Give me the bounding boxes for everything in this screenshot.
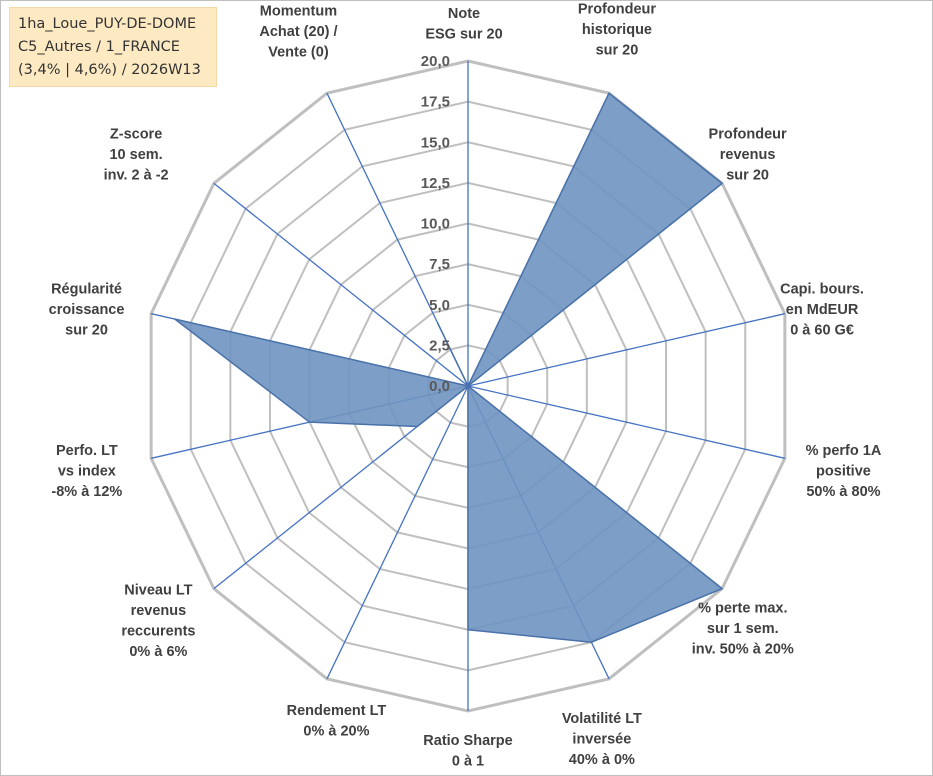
axis-label-13-line-2: Vente (0) [268,44,329,60]
axis-label-9: Niveau LT revenus reccurents 0% à 6% [121,583,195,661]
axis-label-3-line-2: 0 à 60 G€ [790,323,854,339]
axis-label-12-line-0: Z-score [110,126,162,142]
axis-spoke-8 [326,385,469,680]
info-line-3: (3,4% | 4,6%) / 2026W13 [18,62,201,78]
tick-label-0: 0,0 [429,378,450,395]
axis-label-3-line-0: Capi. bours. [780,282,864,298]
axis-label-10-line-2: -8% à 12% [51,484,122,500]
axis-label-5-line-2: inv. 50% à 20% [692,641,794,657]
axis-label-0: Note ESG sur 20 [425,6,502,43]
axis-label-1-line-0: Profondeur [578,1,656,17]
tick-label-5: 12,5 [421,175,450,192]
axis-label-13-line-0: Momentum [260,3,337,19]
tick-label-3: 7,5 [429,256,450,273]
axis-label-7-line-0: Ratio Sharpe [423,733,512,749]
axis-label-5-line-0: % perte max. [698,600,787,616]
tick-label-1: 2,5 [429,337,450,354]
tick-label-4: 10,0 [421,216,450,233]
tick-label-8: 20,0 [421,53,450,70]
axis-label-10-line-0: Perfo. LT [56,443,118,459]
axis-label-13-line-1: Achat (20) / [259,24,337,40]
axis-label-12-line-1: 10 sem. [109,147,162,163]
axis-label-12: Z-score 10 sem. inv. 2 à -2 [104,126,169,183]
axis-label-2-line-0: Profondeur [709,126,787,142]
axis-label-1: Profondeur historique sur 20 [578,1,656,58]
axis-label-3-line-1: en MdEUR [786,302,859,318]
axis-label-11-line-0: Régularité [51,282,122,298]
axis-label-8: Rendement LT 0% à 20% [287,703,387,740]
tick-label-6: 15,0 [421,134,450,151]
axis-label-2: Profondeur revenus sur 20 [709,126,787,183]
axis-label-6-line-1: inversée [572,732,631,748]
radar-axis-labels: Note ESG sur 20 Profondeur historique sur 20… [49,1,882,769]
axis-label-3: Capi. bours. en MdEUR 0 à 60 G€ [780,282,864,339]
axis-label-6: Volatilité LT inversée 40% à 0% [562,711,642,768]
axis-label-13: Momentum Achat (20) / Vente (0) [259,3,337,60]
axis-spoke-12 [213,182,469,387]
radar-tick-labels: 0,0 2,5 5,0 7,5 10,0 12,5 15,0 17,5 20,0 [421,53,450,395]
axis-label-2-line-2: sur 20 [726,167,769,183]
info-line-2: C5_Autres / 1_FRANCE [18,39,180,55]
axis-label-7-line-1: 0 à 1 [452,753,484,769]
axis-label-11: Régularité croissance sur 20 [49,282,125,339]
axis-label-10-line-1: vs index [58,463,116,479]
axis-label-8-line-1: 0% à 20% [303,724,369,740]
axis-spoke-3 [467,313,785,387]
axis-label-9-line-1: revenus [131,603,187,619]
axis-label-1-line-2: sur 20 [596,42,639,58]
tick-label-2: 5,0 [429,297,450,314]
axis-spoke-4 [467,385,785,459]
axis-label-9-line-2: reccurents [121,624,195,640]
axis-label-0-line-0: Note [448,6,480,22]
series-area [174,92,723,643]
axis-label-11-line-2: sur 20 [65,323,108,339]
info-line-1: 1ha_Loue_PUY-DE-DOME [18,16,197,32]
tick-label-7: 17,5 [421,94,450,111]
axis-label-9-line-3: 0% à 6% [129,644,187,660]
axis-label-0-line-1: ESG sur 20 [425,26,502,42]
axis-label-2-line-1: revenus [720,147,776,163]
axis-label-4: % perfo 1A positive 50% à 80% [806,443,882,500]
axis-label-4-line-2: 50% à 80% [806,484,880,500]
axis-label-10: Perfo. LT vs index -8% à 12% [51,443,122,500]
axis-label-6-line-0: Volatilité LT [562,711,642,727]
axis-label-9-line-0: Niveau LT [124,583,192,599]
axis-label-6-line-2: 40% à 0% [569,752,635,768]
axis-label-4-line-0: % perfo 1A [806,443,882,459]
axis-label-5-line-1: sur 1 sem. [707,621,779,637]
axis-label-8-line-0: Rendement LT [287,703,387,719]
axis-label-4-line-1: positive [816,463,871,479]
axis-label-1-line-1: historique [582,22,652,38]
radar-series [174,92,723,643]
axis-label-7: Ratio Sharpe 0 à 1 [423,733,512,770]
info-box: 1ha_Loue_PUY-DE-DOME C5_Autres / 1_FRANC… [9,7,217,87]
axis-label-12-line-2: inv. 2 à -2 [104,167,169,183]
axis-label-11-line-1: croissance [49,302,125,318]
axis-label-5: % perte max. sur 1 sem. inv. 50% à 20% [692,600,794,657]
